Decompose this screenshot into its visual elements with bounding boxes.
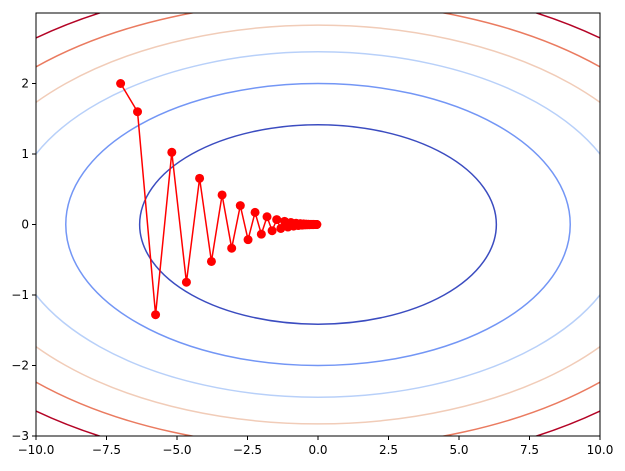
contour-level-2 — [65, 82, 571, 367]
trajectory-point-14 — [262, 212, 272, 222]
y-tick-label: 2 — [21, 77, 29, 91]
trajectory-point-4 — [167, 147, 177, 157]
y-tick-label: −3 — [11, 429, 29, 443]
x-tick-label: 7.5 — [520, 443, 539, 457]
contour-level-1 — [138, 124, 498, 325]
x-tick-label: −10.0 — [18, 443, 55, 457]
trajectory-point-2 — [133, 107, 143, 117]
x-axis: −10.0 −7.5 −5.0 −2.5 0.0 2.5 5.0 7.5 10.0 — [18, 436, 614, 457]
trajectory-point-12 — [250, 207, 260, 217]
trajectory-point-13 — [256, 229, 266, 239]
y-tick-label: −1 — [11, 288, 29, 302]
contour-level-3 — [36, 51, 600, 398]
trajectory-point-8 — [217, 190, 227, 200]
x-tick-label: 2.5 — [379, 443, 398, 457]
x-tick-label: 0.0 — [308, 443, 327, 457]
trajectory-point-15 — [267, 226, 277, 236]
trajectory-point-7 — [206, 256, 216, 266]
x-tick-label: −7.5 — [92, 443, 121, 457]
trajectory-point-11 — [243, 235, 253, 245]
y-tick-label: −2 — [11, 359, 29, 373]
trajectory-point-50 — [312, 220, 322, 229]
descent-path — [116, 79, 322, 320]
trajectory-point-9 — [227, 243, 237, 253]
x-tick-label: 5.0 — [449, 443, 468, 457]
y-tick-label: 1 — [21, 147, 29, 161]
y-tick-label: 0 — [21, 218, 29, 232]
trajectory-point-3 — [151, 310, 161, 320]
trajectory-point-1 — [116, 79, 126, 88]
y-axis: −3 −2 −1 0 1 2 — [11, 77, 36, 443]
x-tick-label: 10.0 — [587, 443, 614, 457]
x-tick-label: −2.5 — [233, 443, 262, 457]
contour-level-4 — [36, 24, 600, 425]
trajectory-point-16 — [272, 215, 282, 225]
trajectory-point-10 — [235, 201, 245, 211]
x-tick-label: −5.0 — [162, 443, 191, 457]
trajectory-point-5 — [181, 277, 191, 287]
trajectory-point-6 — [195, 173, 205, 183]
trajectory-point-17 — [276, 223, 286, 233]
